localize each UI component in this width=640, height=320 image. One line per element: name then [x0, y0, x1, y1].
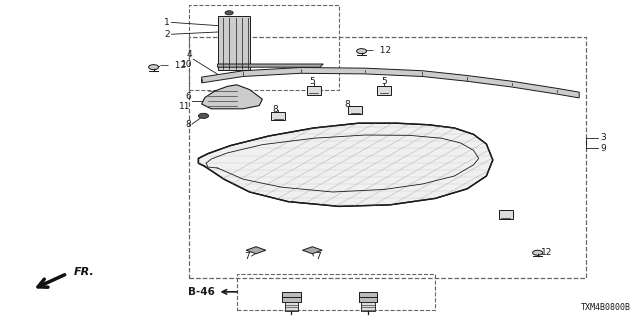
Bar: [499, 210, 513, 219]
Text: 8: 8: [344, 100, 350, 109]
Bar: [377, 86, 391, 95]
Text: 4: 4: [186, 50, 192, 59]
Bar: [362, 302, 374, 311]
Text: 12: 12: [541, 248, 552, 257]
Circle shape: [225, 11, 233, 15]
Text: 5: 5: [309, 77, 314, 86]
Text: 7: 7: [316, 252, 321, 261]
Text: 10: 10: [180, 60, 192, 68]
Polygon shape: [218, 16, 250, 70]
Circle shape: [198, 113, 209, 118]
Polygon shape: [246, 247, 266, 254]
Bar: [285, 302, 298, 311]
Text: 8: 8: [273, 105, 278, 114]
Circle shape: [532, 250, 543, 255]
Bar: [189, 5, 339, 90]
Text: TXM4B0800B: TXM4B0800B: [580, 303, 630, 312]
Text: —  12: — 12: [365, 46, 391, 55]
Text: 3: 3: [600, 133, 606, 142]
Polygon shape: [198, 123, 493, 206]
Bar: [271, 112, 285, 120]
Text: B-46: B-46: [188, 287, 214, 297]
Bar: [282, 292, 301, 302]
Bar: [348, 106, 362, 114]
Text: —  12: — 12: [160, 61, 186, 70]
Text: 8: 8: [185, 120, 191, 129]
Polygon shape: [202, 85, 262, 109]
Text: 7: 7: [244, 252, 250, 261]
Bar: [307, 86, 321, 95]
Text: 2: 2: [164, 30, 170, 39]
Bar: [189, 37, 586, 278]
Polygon shape: [218, 64, 323, 67]
Circle shape: [356, 49, 367, 54]
Text: FR.: FR.: [74, 267, 94, 277]
Text: 6: 6: [185, 92, 191, 100]
Polygon shape: [202, 68, 579, 98]
Circle shape: [148, 65, 159, 70]
Text: 5: 5: [381, 77, 387, 86]
Text: 1: 1: [164, 18, 170, 27]
Text: 9: 9: [600, 144, 606, 153]
Text: 11: 11: [179, 102, 191, 111]
Polygon shape: [303, 247, 322, 254]
Bar: [237, 274, 435, 310]
Bar: [358, 292, 378, 302]
